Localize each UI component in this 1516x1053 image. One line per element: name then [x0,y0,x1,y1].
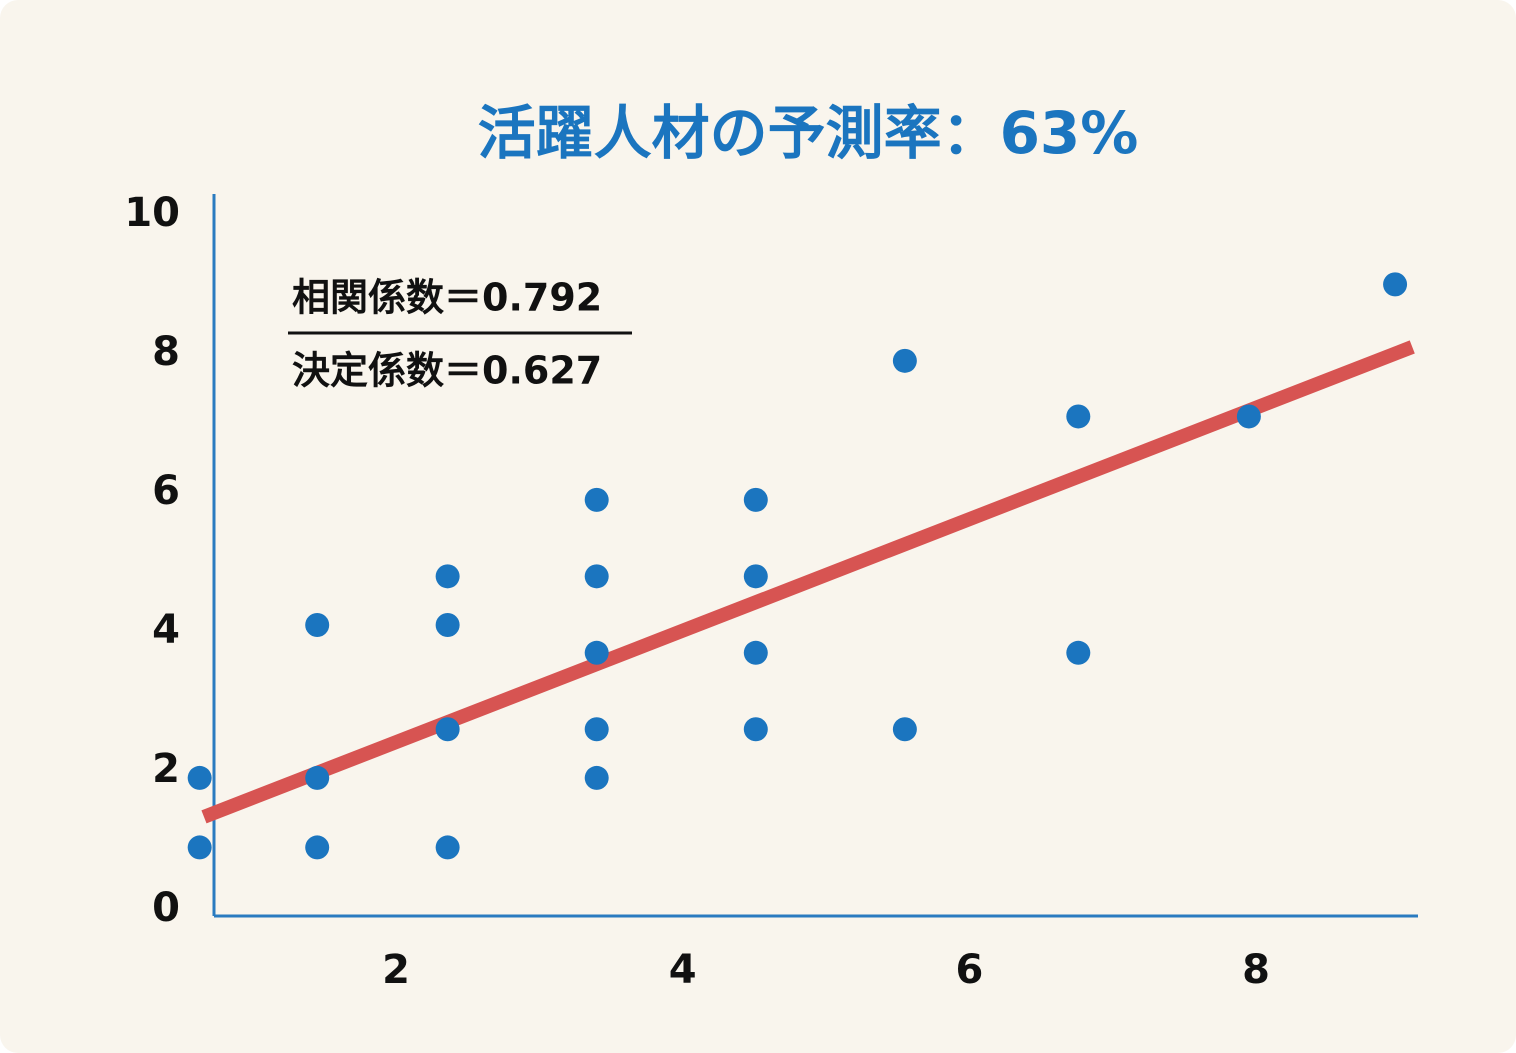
scatter-point [743,640,768,665]
scatter-point [305,612,330,637]
y-tick-label: 4 [152,607,180,653]
scatter-point [743,487,768,512]
scatter-point [305,765,330,790]
scatter-point [584,487,609,512]
x-tick-label: 8 [1242,947,1270,993]
y-tick-label: 2 [152,746,180,792]
y-tick-label: 8 [152,329,180,375]
scatter-point [187,835,212,860]
y-tick-label: 0 [152,885,180,931]
scatter-point [584,717,609,742]
scatter-point [584,564,609,589]
scatter-point [305,835,330,860]
scatter-point [584,640,609,665]
scatter-point [1383,272,1408,297]
scatter-point [435,835,460,860]
x-tick-label: 2 [382,947,410,993]
scatter-point [435,612,460,637]
scatter-point [187,765,212,790]
scatter-point [435,564,460,589]
scatter-point [435,717,460,742]
scatter-point [892,348,917,373]
y-tick-label: 10 [124,190,180,236]
scatter-point [743,717,768,742]
annotation: 相関係数＝0.792 [292,276,602,320]
trend-line [201,340,1415,824]
scatter-point [892,717,917,742]
scatter-point [584,765,609,790]
chart-title: 活躍人材の予測率：63% [478,99,1139,167]
scatter-point [1066,640,1091,665]
scatter-point [1066,404,1091,429]
scatter-point [743,564,768,589]
x-tick-label: 4 [669,947,697,993]
x-tick-label: 6 [955,947,983,993]
annotation: 決定係数＝0.627 [292,349,602,393]
y-tick-label: 6 [152,468,180,514]
scatter-point [1236,404,1261,429]
